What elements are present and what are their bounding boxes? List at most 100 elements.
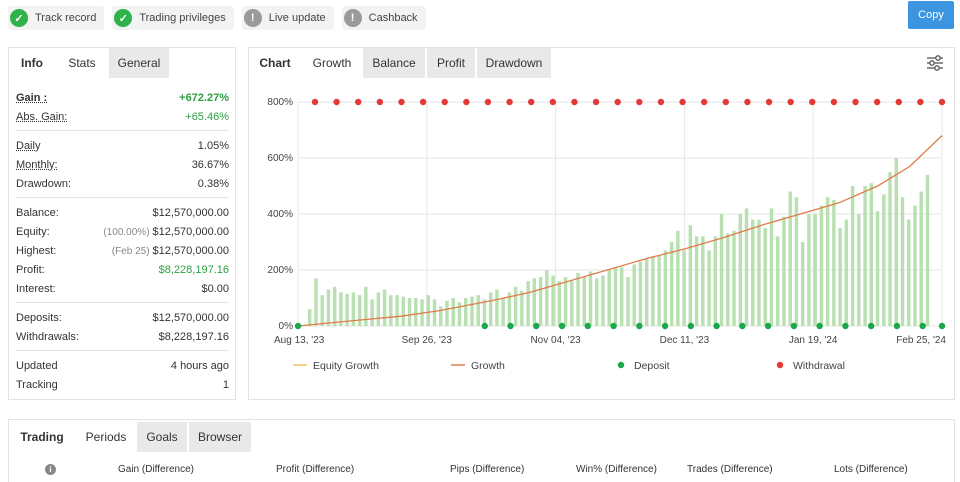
- stats-list: Gain : +672.27% Abs. Gain: +65.46% Daily 1.05…: [16, 88, 229, 394]
- withdrawal-marker: [614, 98, 621, 106]
- chart-bar: [457, 302, 462, 326]
- withdrawal-marker: [333, 98, 340, 106]
- withdrawal-marker: [765, 98, 773, 106]
- chart-bar: [526, 281, 530, 326]
- col-lots[interactable]: Lots (Difference): [834, 464, 908, 475]
- stat-row: Equity: (100.00%) $12,570,000.00: [16, 222, 229, 241]
- legend-label[interactable]: Deposit: [634, 360, 670, 372]
- deposit-marker: [790, 322, 798, 330]
- stat-row: Profit: $8,228,197.16: [16, 260, 229, 279]
- copy-button[interactable]: Copy: [908, 1, 954, 29]
- tab-browser[interactable]: Browser: [189, 422, 251, 452]
- stat-row: Daily 1.05%: [16, 136, 229, 155]
- withdrawal-marker: [419, 98, 427, 106]
- tab-info[interactable]: Info: [9, 48, 55, 78]
- deposit-marker: [661, 322, 669, 330]
- tab-profit[interactable]: Profit: [427, 48, 475, 78]
- chart-bar: [788, 191, 792, 326]
- col-gain[interactable]: Gain (Difference): [118, 464, 194, 475]
- tab-chart[interactable]: Chart: [249, 48, 301, 78]
- chart-bar: [676, 230, 680, 326]
- stat-label[interactable]: Gain :: [16, 91, 48, 104]
- check-icon: ✓: [10, 9, 28, 27]
- stat-value: 1.05%: [198, 140, 229, 152]
- chart-panel: Chart Growth Balance Profit Drawdown 0% 2…: [248, 47, 955, 400]
- legend-label[interactable]: Withdrawal: [793, 360, 845, 372]
- stat-value: $0.00: [201, 283, 229, 295]
- cashback-badge[interactable]: ! Cashback: [341, 6, 426, 30]
- chart-bar: [451, 298, 455, 326]
- chart-bar: [326, 289, 331, 326]
- deposit-marker: [867, 322, 875, 330]
- badge-label: Track record: [35, 12, 97, 24]
- stat-label[interactable]: Abs. Gain:: [16, 110, 68, 123]
- chart-bar: [913, 205, 917, 326]
- chart-bar: [776, 236, 780, 326]
- deposit-marker: [713, 322, 720, 330]
- y-tick-label: 0%: [279, 321, 294, 332]
- stat-value-text: $12,570,000.00: [152, 206, 229, 219]
- stats-tabs: Info Stats General: [9, 48, 235, 78]
- track-record-badge[interactable]: ✓ Track record: [8, 6, 105, 30]
- chart-bar: [844, 219, 849, 326]
- withdrawal-marker: [722, 98, 729, 106]
- badge-label: Live update: [268, 12, 326, 24]
- tab-balance[interactable]: Balance: [363, 48, 425, 78]
- col-profit[interactable]: Profit (Difference): [276, 464, 355, 475]
- stat-value: +65.46%: [185, 111, 229, 123]
- legend-label[interactable]: Equity Growth: [313, 360, 379, 372]
- chart-bar: [582, 277, 586, 326]
- tab-trading[interactable]: Trading: [9, 422, 75, 452]
- stat-value-text: 0.38%: [197, 177, 229, 190]
- withdrawal-marker: [441, 98, 448, 106]
- tab-periods[interactable]: Periods: [75, 422, 137, 452]
- tab-general[interactable]: General: [109, 48, 169, 78]
- chart-bar: [332, 286, 337, 326]
- tab-drawdown[interactable]: Drawdown: [477, 48, 551, 78]
- trading-privileges-badge[interactable]: ✓ Trading privileges: [112, 6, 234, 30]
- chart-bar: [757, 219, 761, 326]
- stat-label: Profit:: [16, 263, 45, 276]
- tab-stats[interactable]: Stats: [55, 48, 109, 78]
- col-pips[interactable]: Pips (Difference): [450, 464, 525, 475]
- chart-bar: [570, 281, 574, 326]
- stat-value-note: (100.00%): [103, 226, 150, 238]
- live-update-badge[interactable]: ! Live update: [241, 6, 334, 30]
- chart-bar: [320, 295, 324, 326]
- chart-bar: [364, 286, 368, 326]
- chart-bar: [638, 261, 643, 326]
- stat-value-note: (Feb 25): [111, 245, 150, 257]
- tab-growth[interactable]: Growth: [301, 48, 363, 78]
- legend-label[interactable]: Growth: [471, 360, 505, 372]
- withdrawal-marker: [528, 98, 535, 106]
- sliders-icon[interactable]: [925, 54, 945, 72]
- chart-bar: [882, 194, 886, 326]
- stat-label: Drawdown:: [16, 177, 72, 190]
- chart-bar: [401, 296, 406, 326]
- stat-label[interactable]: Daily: [16, 139, 41, 152]
- stat-value: $8,228,197.16: [159, 331, 229, 343]
- deposit-marker: [687, 322, 695, 330]
- col-win[interactable]: Win% (Difference): [576, 464, 657, 475]
- withdrawal-marker: [787, 98, 794, 106]
- stat-label: Interest:: [16, 282, 56, 295]
- deposit-marker: [893, 322, 901, 330]
- withdrawal-marker: [917, 98, 924, 106]
- stat-label[interactable]: Monthly:: [16, 158, 58, 171]
- col-trades[interactable]: Trades (Difference): [687, 464, 773, 475]
- chart-bar: [520, 291, 524, 326]
- stat-value-text: $8,228,197.16: [158, 263, 229, 276]
- divider: [16, 302, 229, 303]
- stat-value-text: 36.67%: [191, 158, 229, 171]
- info-icon[interactable]: i: [45, 464, 56, 475]
- withdrawal-marker: [830, 98, 838, 106]
- chart-bar: [632, 264, 636, 326]
- stat-label: Highest:: [16, 244, 57, 257]
- chart-bar: [894, 158, 898, 326]
- chart-bar: [426, 295, 430, 326]
- chart-bar: [857, 214, 861, 326]
- tab-goals[interactable]: Goals: [137, 422, 187, 452]
- y-tick-label: 600%: [267, 153, 293, 164]
- deposit-marker: [507, 322, 514, 330]
- chart-bar: [744, 208, 749, 326]
